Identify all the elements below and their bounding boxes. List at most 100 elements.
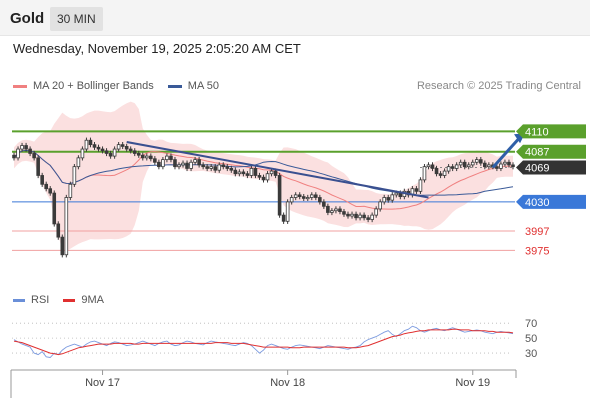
ma50-swatch — [167, 84, 182, 88]
candle — [462, 161, 467, 168]
candle — [72, 166, 77, 185]
candle — [390, 194, 395, 201]
rsi-level-label: 70 — [525, 318, 537, 330]
candle — [136, 153, 141, 156]
legend-label-ma50: MA 50 — [187, 80, 219, 92]
candle — [334, 208, 338, 212]
level-tag-4087: 4087 — [516, 144, 586, 159]
candle — [181, 162, 185, 166]
candle — [342, 211, 346, 215]
legend-label-9ma: 9MA — [81, 294, 104, 306]
level-tag-3975: 3975 — [525, 245, 549, 257]
candle — [426, 164, 431, 168]
candle — [314, 194, 318, 198]
candle — [108, 153, 113, 157]
candle — [326, 205, 330, 213]
candle — [233, 169, 238, 175]
candle — [80, 148, 85, 159]
candle — [205, 166, 209, 169]
level-lines-layer — [12, 130, 515, 251]
candle — [124, 146, 129, 150]
candles-layer — [12, 137, 515, 258]
candle — [149, 155, 153, 160]
candle — [301, 196, 306, 199]
candle — [378, 201, 382, 210]
candle — [165, 155, 169, 161]
legend-label-ma20: MA 20 + Bollinger Bands — [33, 80, 154, 92]
level-tag-label: 4069 — [525, 163, 549, 175]
candle — [40, 175, 44, 185]
candle — [153, 158, 157, 163]
candle — [370, 214, 374, 220]
candle — [241, 171, 246, 175]
level-tag-label: 4030 — [525, 197, 549, 209]
moving-average-layer — [13, 149, 514, 210]
legend-item-ma20: MA 20 + Bollinger Bands — [13, 80, 154, 92]
candle — [185, 162, 189, 169]
level-tag-bg — [516, 144, 586, 159]
candle — [446, 166, 451, 172]
candle — [24, 145, 28, 150]
level-tag-3997: 3997 — [525, 226, 549, 238]
level-tag-label: 3997 — [525, 226, 549, 238]
candle — [265, 173, 270, 181]
candle — [64, 197, 69, 256]
level-tag-4110: 4110 — [516, 124, 586, 139]
candle — [92, 144, 97, 148]
level-tag-label: 4110 — [525, 126, 549, 138]
candle — [318, 197, 322, 203]
candle — [100, 148, 105, 152]
level-tag-bg — [516, 124, 586, 139]
candle — [197, 159, 201, 166]
candle — [177, 164, 181, 168]
legend-item-ma50: MA 50 — [167, 80, 219, 92]
candle — [458, 161, 463, 166]
candle — [161, 159, 165, 168]
candle — [132, 150, 137, 154]
level-tag-4069: 4069 — [516, 160, 586, 175]
candle — [495, 166, 499, 169]
candle — [474, 159, 479, 163]
timeframe-button[interactable]: 30 MIN — [50, 7, 103, 31]
candle — [60, 236, 65, 256]
candle — [354, 213, 358, 219]
price-legend: MA 20 + Bollinger Bands MA 50 — [13, 80, 233, 92]
candle — [52, 192, 57, 225]
candle — [398, 192, 403, 198]
candle — [470, 161, 475, 166]
rsi-level-label: 50 — [525, 333, 537, 345]
candle — [237, 171, 242, 175]
legend-item-rsi: RSI — [13, 294, 49, 306]
candle — [88, 139, 93, 146]
candle — [466, 164, 471, 168]
candle — [350, 213, 354, 217]
x-axis: Nov 17 Nov 18 Nov 19 — [10, 369, 517, 398]
candle — [56, 223, 61, 238]
candle — [346, 213, 350, 217]
candle — [253, 168, 258, 176]
candle — [297, 194, 302, 198]
candle — [374, 208, 378, 216]
candle — [245, 173, 250, 176]
candle — [386, 197, 391, 201]
candle — [418, 179, 423, 192]
x-tick-label: Nov 18 — [270, 377, 305, 389]
candle — [499, 163, 503, 169]
candle — [217, 164, 222, 171]
candle — [213, 166, 218, 171]
candle — [261, 176, 266, 181]
candle — [189, 161, 193, 169]
candle — [68, 183, 73, 198]
ma50-line — [13, 149, 514, 196]
candle — [128, 148, 133, 152]
ma9-swatch — [63, 298, 76, 302]
level-tag-label: 3975 — [525, 245, 549, 257]
candle — [285, 201, 290, 222]
candle — [249, 168, 254, 176]
candle — [277, 175, 282, 216]
x-tick-label: Nov 19 — [455, 377, 490, 389]
candle — [104, 150, 109, 154]
top-bar: Gold 30 MIN — [0, 0, 590, 36]
rsi-swatch — [13, 298, 25, 302]
